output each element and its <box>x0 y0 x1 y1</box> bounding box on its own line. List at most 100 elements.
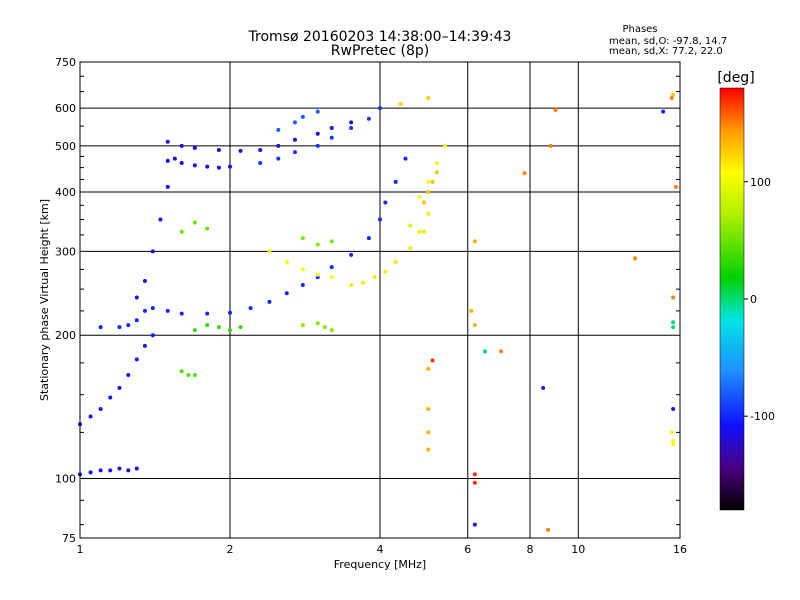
data-point <box>179 311 184 316</box>
data-point <box>228 164 232 169</box>
data-point <box>472 239 477 244</box>
data-point <box>267 299 272 304</box>
data-point <box>258 161 263 166</box>
data-point <box>150 306 155 311</box>
data-point <box>430 358 435 363</box>
data-point <box>179 161 184 166</box>
data-point <box>88 470 93 475</box>
data-point <box>238 325 243 330</box>
data-point <box>292 120 297 125</box>
data-point <box>267 249 272 254</box>
x-axis-ticks: 1 2 4 6 8 10 16 <box>77 75 687 556</box>
data-point <box>165 308 170 313</box>
phases-box: Phases mean, sd,O: -97.8, 14.7 mean, sd,… <box>609 24 727 57</box>
data-point <box>472 480 477 485</box>
phases-o-stats: mean, sd,O: -97.8, 14.7 <box>609 36 727 47</box>
data-point <box>329 135 334 140</box>
y-tick-label: 600 <box>55 102 76 115</box>
data-point <box>541 385 546 390</box>
data-point <box>205 323 210 328</box>
data-point <box>134 357 139 362</box>
data-point <box>671 92 676 97</box>
data-point <box>430 179 435 184</box>
data-point <box>205 226 210 231</box>
data-point <box>126 323 131 328</box>
data-point <box>472 522 477 527</box>
data-point <box>134 466 139 471</box>
data-point <box>126 373 131 378</box>
data-point <box>117 385 122 390</box>
data-point <box>117 325 122 330</box>
x-tick-label: 16 <box>673 543 687 556</box>
x-tick-label: 8 <box>527 543 534 556</box>
phases-x-stats: mean, sd,X: 77.2, 22.0 <box>609 46 723 57</box>
data-point <box>179 143 184 148</box>
data-point <box>393 260 398 265</box>
data-point <box>349 283 354 288</box>
data-point <box>216 325 221 330</box>
data-point <box>165 158 170 163</box>
data-point <box>499 349 504 354</box>
data-point <box>349 120 354 125</box>
y-tick-label: 200 <box>55 329 76 342</box>
data-point <box>108 395 113 400</box>
data-point <box>349 252 354 257</box>
data-point <box>349 126 354 131</box>
data-point <box>393 179 398 184</box>
data-point <box>417 229 422 234</box>
data-point <box>142 308 147 313</box>
data-point <box>426 211 431 216</box>
data-point <box>142 343 147 348</box>
grid-lines <box>80 62 680 538</box>
data-points <box>78 92 678 532</box>
y-tick-label: 300 <box>55 245 76 258</box>
data-point <box>426 189 431 194</box>
data-point <box>408 246 413 251</box>
data-point <box>117 466 122 471</box>
data-point <box>329 126 334 131</box>
data-point <box>134 318 139 323</box>
data-point <box>126 468 131 473</box>
data-point <box>383 200 388 205</box>
data-point <box>284 291 289 296</box>
colorbar: [deg] 100 0 -100 <box>717 70 775 511</box>
data-point <box>671 325 676 330</box>
data-point <box>671 295 676 300</box>
data-point <box>300 267 305 272</box>
chart-subtitle: RwPretec (8p) <box>331 43 429 59</box>
data-point <box>421 229 426 234</box>
data-point <box>258 147 263 152</box>
data-point <box>378 217 382 222</box>
data-point <box>150 333 155 338</box>
data-point <box>300 236 305 241</box>
data-point <box>98 325 103 330</box>
data-point <box>315 321 320 326</box>
data-point <box>276 143 281 148</box>
data-point <box>150 249 155 254</box>
x-tick-label: 4 <box>377 543 384 556</box>
y-axis-label: Stationary phase Virtual Height [km] <box>38 199 51 401</box>
data-point <box>442 143 447 148</box>
data-point <box>553 107 558 112</box>
data-point <box>417 195 422 200</box>
x-tick-label: 10 <box>571 543 585 556</box>
data-point <box>408 223 413 228</box>
x-axis-label: Frequency [MHz] <box>334 558 426 571</box>
colorbar-unit: [deg] <box>717 70 754 86</box>
data-point <box>661 109 666 114</box>
data-point <box>669 430 674 435</box>
data-point <box>361 280 366 285</box>
y-axis-ticks: 75 100 200 300 400 500 600 750 <box>55 56 76 545</box>
data-point <box>179 369 184 374</box>
data-point <box>472 323 477 328</box>
data-point <box>398 102 403 107</box>
data-point <box>671 438 676 443</box>
data-point <box>134 295 139 300</box>
data-point <box>426 96 431 101</box>
data-point <box>192 163 197 168</box>
data-point <box>276 156 281 161</box>
data-point <box>671 320 676 325</box>
data-point <box>434 170 439 175</box>
data-point <box>276 127 281 132</box>
